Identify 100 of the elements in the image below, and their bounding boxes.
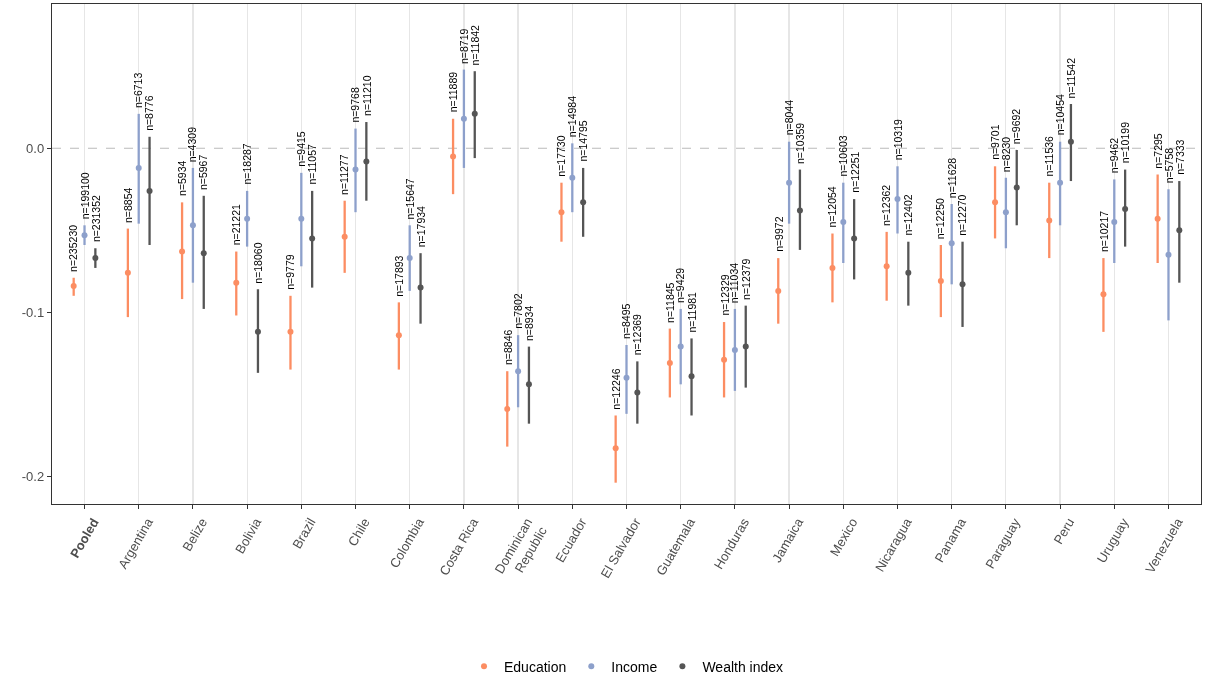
annotation: n=10454: [1053, 93, 1066, 136]
point: [829, 264, 836, 271]
annotation: n=11889: [446, 71, 459, 113]
annotation: n=10359: [793, 122, 806, 164]
point: [471, 110, 478, 117]
point: [721, 356, 728, 363]
point: [1046, 217, 1053, 224]
legend-label: Education: [504, 658, 567, 675]
point: [623, 374, 630, 381]
point: [840, 219, 847, 226]
legend-label: Income: [611, 658, 658, 675]
annotation: n=12246: [609, 368, 622, 410]
y-tick-label: -0.2: [21, 468, 45, 484]
point: [363, 158, 370, 165]
annotation: n=8854: [121, 187, 134, 223]
point: [666, 360, 673, 367]
annotation: n=12402: [902, 194, 915, 236]
point: [786, 179, 793, 186]
point: [796, 207, 803, 214]
annotation: n=8846: [501, 329, 514, 365]
annotation: n=8230: [999, 136, 1012, 173]
y-tick-label: -0.1: [21, 304, 45, 320]
annotation: n=12362: [880, 184, 893, 227]
annotation: n=9692: [1010, 108, 1023, 145]
point: [731, 346, 738, 353]
point: [1067, 138, 1074, 145]
annotation: n=9768: [349, 87, 362, 123]
legend-label: Wealth index: [702, 658, 784, 675]
annotation: n=235230: [67, 224, 80, 272]
annotation: n=10603: [837, 135, 850, 177]
annotation: n=11628: [946, 157, 959, 199]
annotation: n=9462: [1108, 137, 1121, 174]
point: [1013, 184, 1020, 191]
point: [894, 196, 901, 203]
point: [189, 222, 196, 229]
annotation: n=21221: [230, 203, 243, 246]
point: [352, 166, 359, 173]
point: [135, 164, 142, 171]
annotation: n=5967: [197, 154, 210, 191]
point: [341, 233, 348, 240]
point: [200, 250, 207, 257]
point: [1165, 251, 1172, 258]
annotation: n=8934: [522, 305, 535, 342]
annotation: n=12251: [848, 151, 861, 193]
point: [406, 255, 413, 262]
point: [905, 269, 912, 276]
point: [70, 282, 77, 289]
point: [1057, 179, 1064, 186]
point: [558, 209, 565, 216]
point: [992, 199, 999, 206]
annotation: n=10217: [1097, 210, 1110, 253]
point: [688, 373, 695, 380]
annotation: n=18287: [240, 143, 253, 185]
point: [525, 381, 532, 388]
annotation: n=11842: [469, 24, 482, 66]
point: [1154, 215, 1161, 222]
annotation: n=7333: [1173, 139, 1186, 175]
annotation: n=8495: [620, 303, 633, 339]
point: [948, 240, 955, 247]
annotation: n=14984: [566, 95, 579, 138]
annotation: n=12054: [826, 186, 839, 228]
point: [287, 328, 294, 335]
point: [515, 368, 522, 375]
annotation: n=7802: [512, 293, 525, 329]
point: [1176, 227, 1183, 234]
annotation: n=9972: [772, 216, 785, 252]
annotation: n=11277: [338, 154, 351, 195]
annotation: n=9429: [674, 267, 687, 304]
annotation: n=9415: [294, 131, 307, 167]
point: [775, 287, 782, 294]
point: [634, 389, 641, 396]
point: [395, 332, 402, 339]
point: [612, 445, 619, 452]
point: [1111, 219, 1118, 226]
annotation: n=8776: [143, 95, 156, 131]
annotation: n=17730: [555, 135, 568, 177]
point: [450, 153, 457, 160]
annotation: n=9701: [989, 124, 1002, 160]
point: [959, 281, 966, 288]
point: [851, 235, 858, 242]
point: [92, 255, 99, 262]
point: [298, 215, 305, 222]
point: [179, 248, 186, 255]
annotation: n=12369: [631, 313, 644, 356]
annotation: n=11536: [1043, 135, 1056, 177]
annotation: n=12250: [934, 198, 947, 240]
point: [1100, 291, 1107, 298]
annotation: n=11981: [685, 291, 698, 333]
point: [233, 279, 240, 286]
point: [81, 232, 88, 239]
point: [244, 215, 251, 222]
annotation: n=4309: [186, 126, 199, 163]
annotation: n=231352: [89, 194, 102, 243]
annotation: n=5758: [1162, 147, 1175, 184]
annotation: n=17893: [393, 255, 406, 297]
annotation: n=9779: [284, 254, 297, 290]
annotation: n=8044: [782, 99, 795, 136]
annotation: n=6713: [132, 72, 145, 109]
annotation: n=10319: [891, 118, 904, 161]
annotation: n=199100: [78, 172, 91, 220]
